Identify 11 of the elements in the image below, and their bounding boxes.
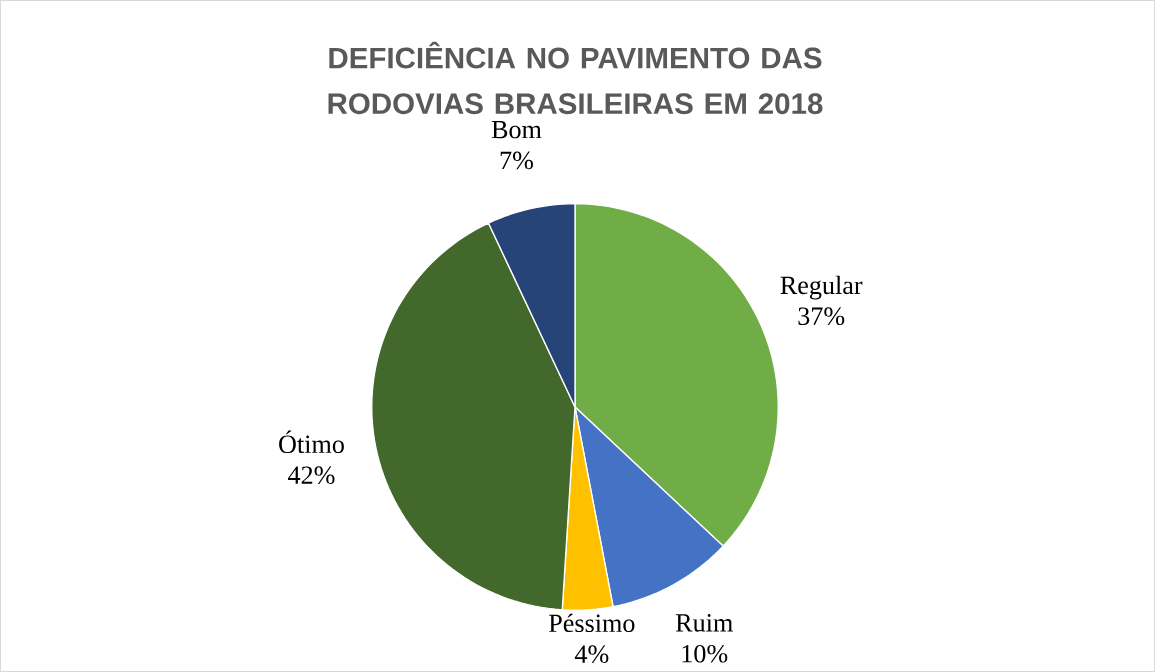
data-label: 10% bbox=[682, 644, 728, 663]
data-label: 7% bbox=[500, 151, 534, 170]
slice-label: Bom bbox=[491, 120, 542, 139]
slice-label: Ruim bbox=[675, 614, 733, 632]
slice-label: Ótimo bbox=[279, 430, 344, 454]
slice-label: Regular bbox=[780, 275, 863, 300]
data-label: 4% bbox=[574, 645, 609, 664]
data-label: 37% bbox=[798, 307, 845, 326]
chart-title: DEFICIÊNCIA NO PAVIMENTO DAS RODOVIAS BRASILEIRAS EM 2018 bbox=[328, 41, 823, 115]
slice-label: Péssimo bbox=[548, 613, 635, 633]
data-label: 42% bbox=[288, 466, 335, 485]
